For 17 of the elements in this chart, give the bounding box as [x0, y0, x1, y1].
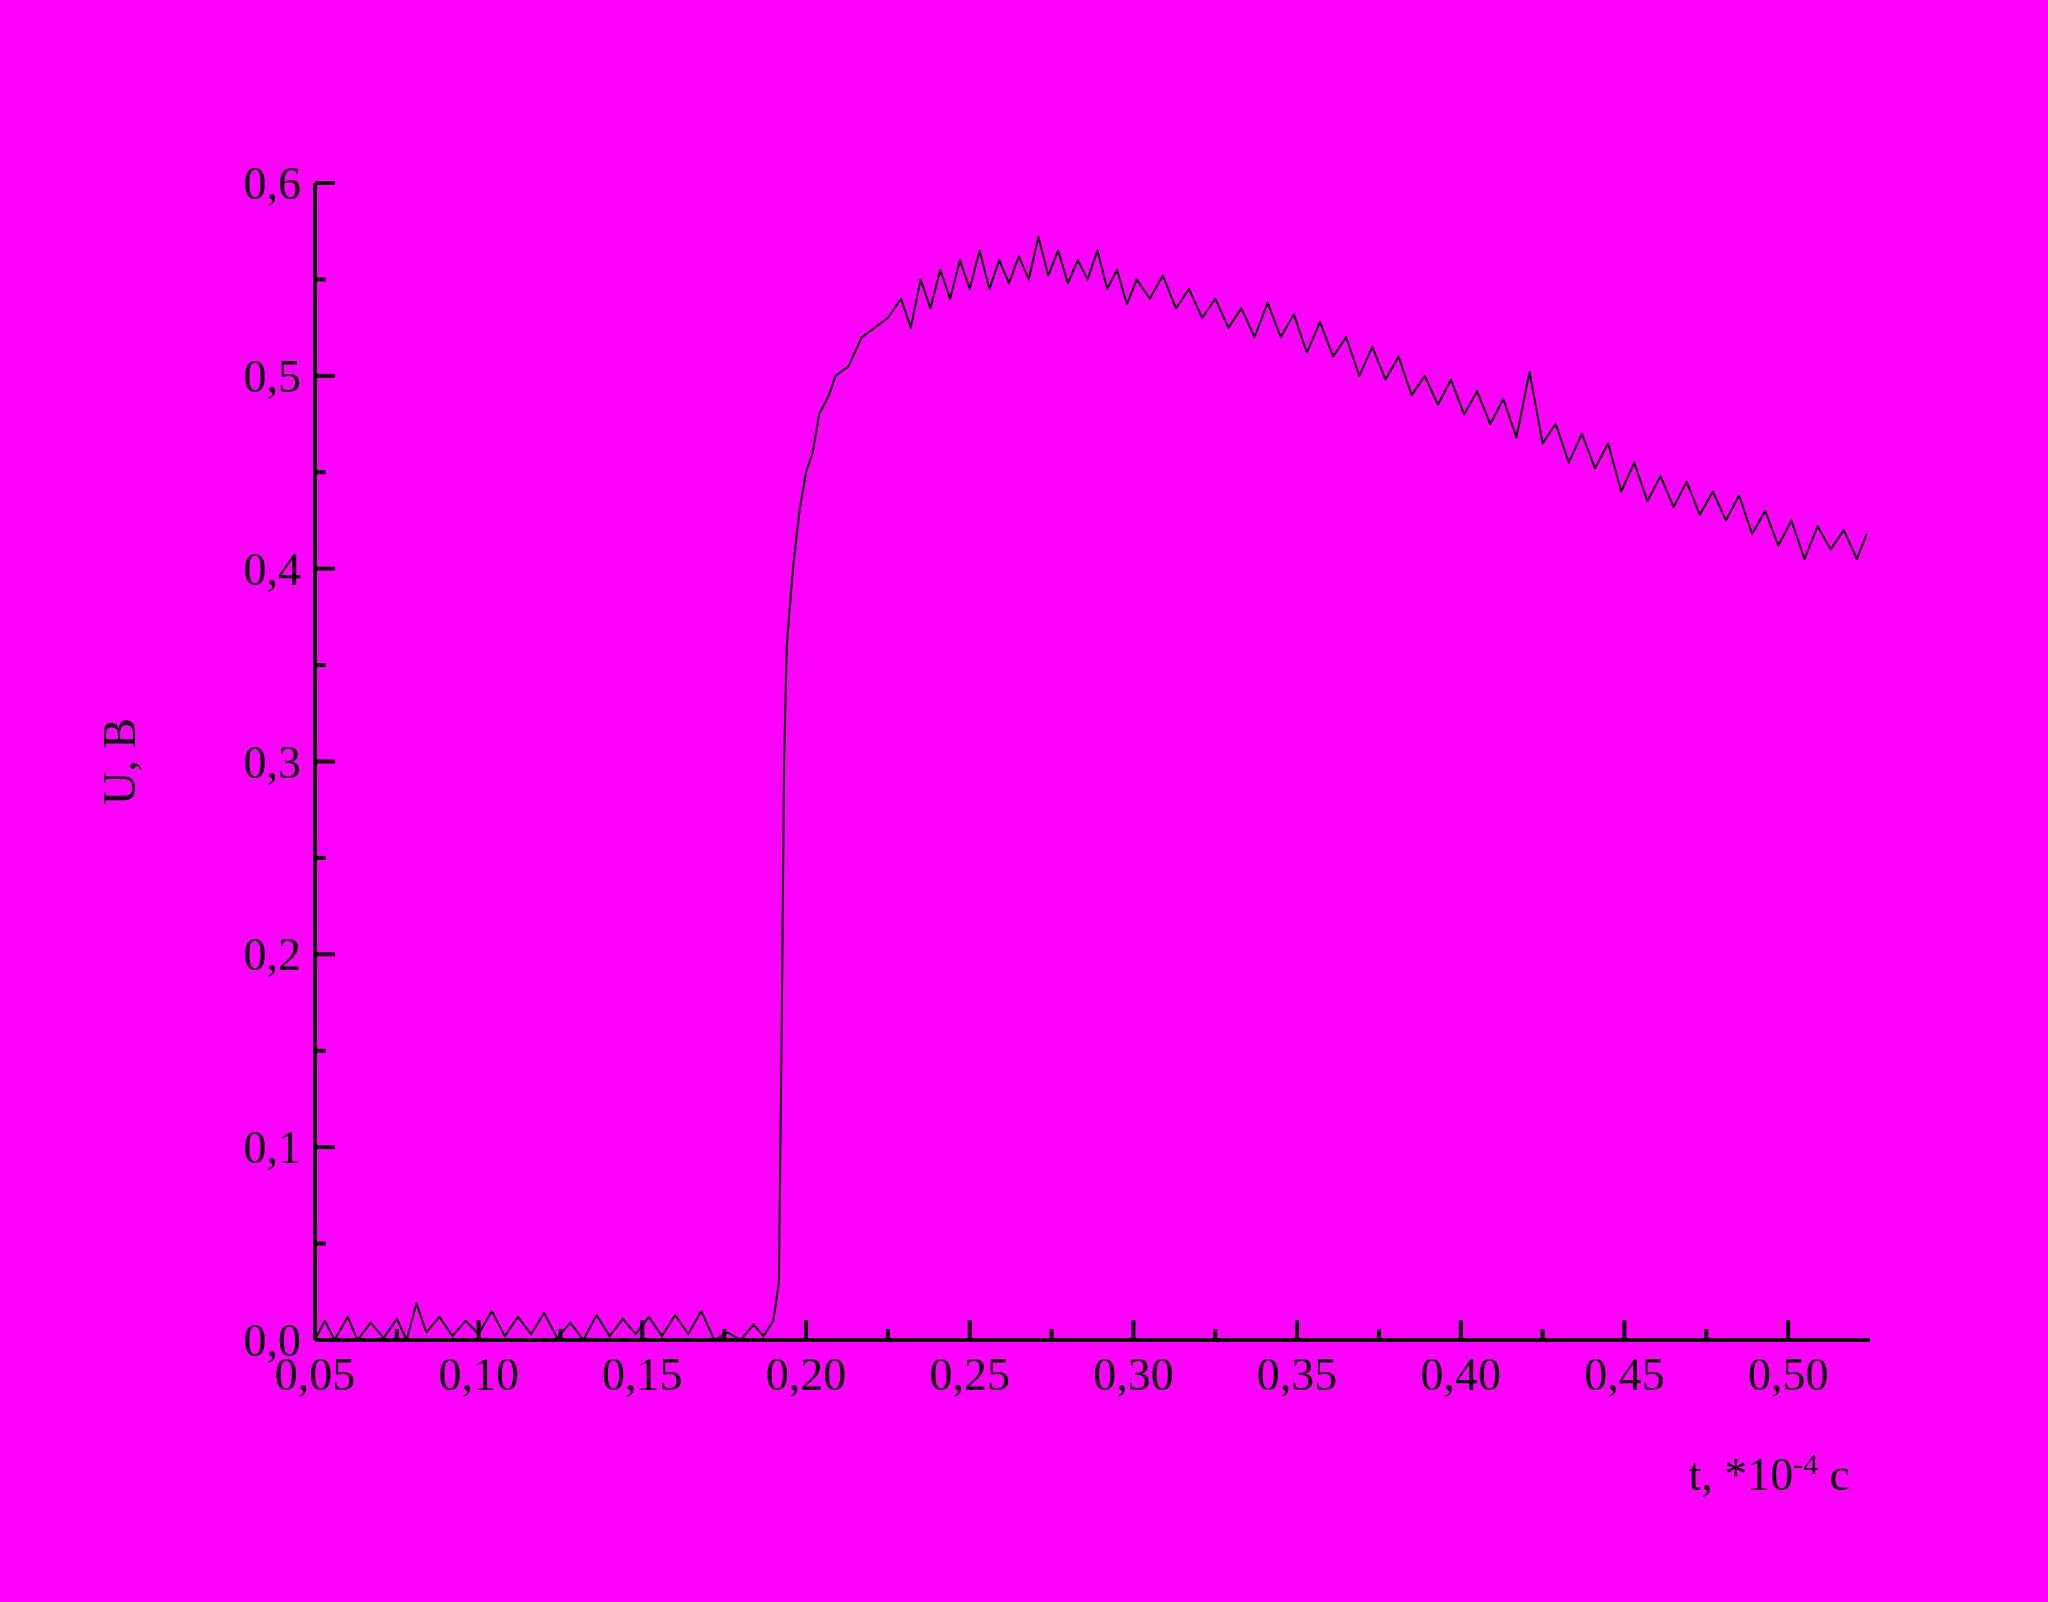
y-tick-label: 0,1	[243, 1122, 301, 1174]
y-axis-title: U, B	[94, 718, 145, 805]
x-tick-label: 0,40	[1420, 1349, 1502, 1400]
x-tick-label: 0,35	[1256, 1349, 1338, 1400]
x-tick-label: 0,45	[1584, 1349, 1665, 1400]
y-tick-label: 0,2	[243, 929, 301, 981]
y-tick-label: 0,6	[243, 158, 301, 209]
x-tick-label: 0,50	[1747, 1349, 1829, 1400]
x-axis-title: t, *10$^{-4}$ c	[1688, 1446, 1850, 1500]
x-tick-label: 0,20	[765, 1349, 847, 1400]
y-tick-label: 0,5	[243, 350, 301, 402]
x-tick-label: 0,10	[438, 1349, 519, 1400]
y-tick-label: 0,3	[243, 736, 301, 788]
x-tick-label: 0,15	[602, 1349, 683, 1400]
y-tick-label: 0,4	[243, 543, 301, 595]
x-tick-label: 0,25	[929, 1349, 1010, 1400]
x-tick-label: 0,30	[1093, 1349, 1174, 1400]
